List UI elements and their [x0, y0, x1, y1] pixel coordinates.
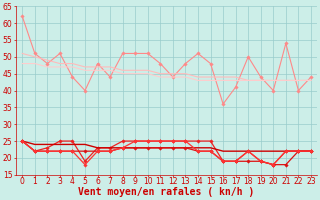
X-axis label: Vent moyen/en rafales ( kn/h ): Vent moyen/en rafales ( kn/h ) — [78, 187, 255, 197]
